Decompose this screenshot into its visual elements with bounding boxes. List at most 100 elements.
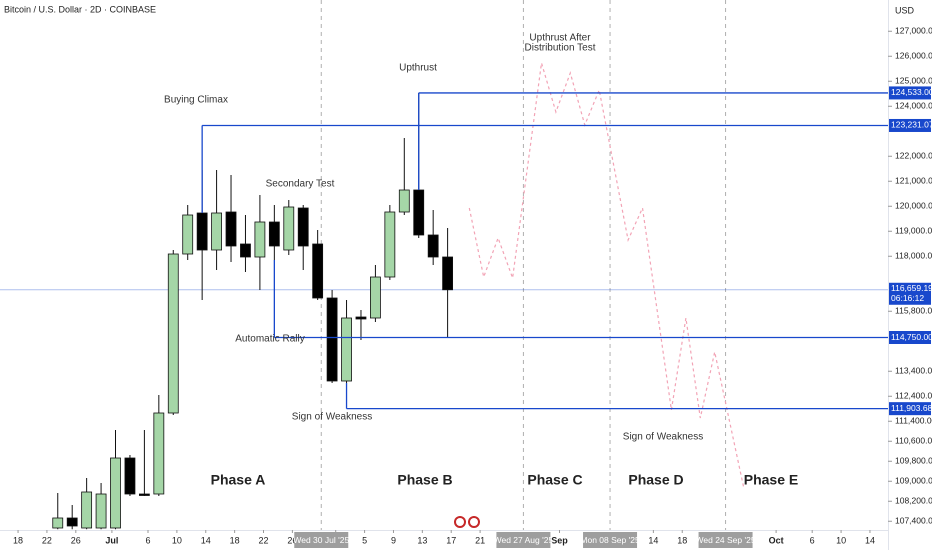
candle-body [66,517,78,527]
x-tick-label: 6 [145,535,150,545]
candle-body [268,221,280,247]
level-label-box [889,86,931,100]
annotation: Sign of Weakness [292,412,372,423]
y-tick-label: 107,400.00 [895,516,932,526]
x-tick-label: 14 [648,535,658,545]
x-tick-label: 22 [42,535,52,545]
level-label: 111,903.68 [891,403,932,413]
x-tick-label: 21 [475,535,485,545]
y-tick-label: 125,000.00 [895,76,932,86]
level-label: 114,750.00 [891,332,932,342]
candle-body [240,243,251,258]
flag-icon [470,518,478,526]
level-label-box [889,118,931,132]
x-tick-label: 14 [201,535,211,545]
flag-icon [456,518,464,526]
y-tick-label: 115,800.00 [895,306,932,316]
x-tick-label: 17 [446,535,456,545]
candle-body [138,493,150,496]
x-tick-label: 9 [391,535,396,545]
x-tick-label: 18 [677,535,687,545]
candle-body [254,221,266,258]
last-price-countdown: 06:16:12 [891,293,924,303]
x-tick-label: 5 [362,535,367,545]
y-tick-label: 126,000.00 [895,51,932,61]
x-tick-label: Jul [105,535,118,545]
candle-body [413,189,425,236]
phase-label: Phase B [397,472,452,488]
y-tick-label: 124,000.00 [895,101,932,111]
annotation: Buying Climax [164,95,228,106]
candle-body [341,317,352,382]
y-tick-label: 111,400.00 [895,416,932,426]
y-tick-label: 121,000.00 [895,176,932,186]
candle-body [196,212,208,251]
x-tick-label: 26 [287,535,297,545]
phase-label: Phase D [628,472,683,488]
date-marker-label: Wed 24 Sep '25 [696,535,756,545]
level-label: 124,533.00 [891,87,932,97]
date-marker-box [294,532,349,548]
last-price-label: 116,659.19 [891,283,932,293]
annotation: Distribution Test [525,43,596,54]
candle-body [283,206,295,251]
y-tick-label: 127,000.00 [895,26,932,36]
last-price-box [889,282,931,305]
candle-body [297,207,309,247]
annotation: Automatic Rally [235,334,304,345]
annotation: Upthrust [399,63,437,74]
y-tick-label: 118,000.00 [895,251,932,261]
candle-body [312,243,324,299]
x-tick-label: 6 [810,535,815,545]
candle-body [384,211,396,278]
candle-body [427,234,439,258]
x-tick-label: 10 [836,535,846,545]
candle-body [124,457,136,495]
phase-label: Phase C [527,472,582,488]
y-tick-label: 122,000.00 [895,151,932,161]
date-marker-box [496,532,551,548]
x-tick-label: 22 [259,535,269,545]
y-tick-label: 110,600.00 [895,436,932,446]
y-tick-label: 120,000.00 [895,201,932,211]
candle-body [355,316,367,320]
candle-body [110,457,121,529]
chart-title: Bitcoin / U.S. Dollar · 2D · COINBASE [4,4,156,14]
level-label: 123,231.07 [891,120,932,130]
phase-label: Phase E [744,472,798,488]
y-tick-label: 112,400.00 [895,391,932,401]
level-label-box [889,402,931,416]
candle-body [442,256,454,291]
x-tick-label: 13 [417,535,427,545]
phase-label: Phase A [211,472,266,488]
date-marker-label: Mon 08 Sep '25 [580,535,640,545]
x-tick-label: Sep [551,535,568,545]
candle-body [167,253,179,414]
x-tick-label: 18 [13,535,23,545]
candle-body [211,212,222,251]
date-marker-box [583,532,638,548]
projection-line [468,62,745,488]
level-label-box [889,331,931,344]
candle-body [52,517,64,529]
date-marker-label: Wed 27 Aug '25 [494,535,554,545]
candle-body [95,493,107,529]
x-tick-label: 14 [865,535,875,545]
date-marker-box [698,532,753,548]
y-tick-label: 119,000.00 [895,226,932,236]
annotation: Upthrust After [529,33,591,44]
x-tick-label: 10 [172,535,182,545]
annotation: Sign of Weakness [623,432,703,443]
y-tick-label: 109,800.00 [895,456,932,466]
x-tick-label: 26 [71,535,81,545]
x-tick-label: Oct [769,535,784,545]
y-tick-label: 109,000.00 [895,476,932,486]
candle-body [370,276,381,319]
currency: USD [895,5,915,15]
y-tick-label: 113,400.00 [895,366,932,376]
candle-body [153,412,165,495]
x-tick-label: 18 [230,535,240,545]
candle-body [225,211,237,247]
